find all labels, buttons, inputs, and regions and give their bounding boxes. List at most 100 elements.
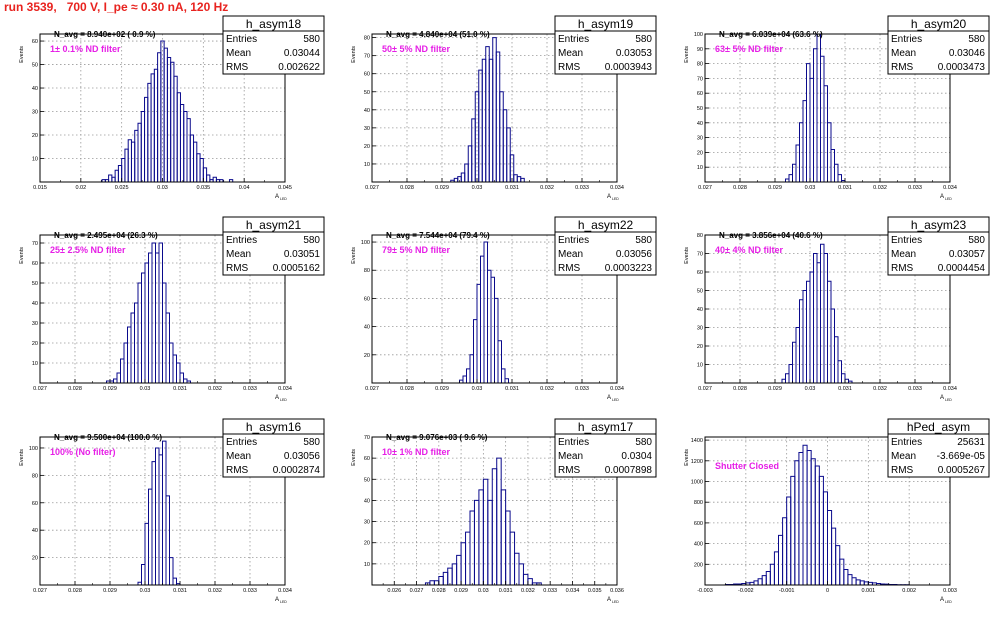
histogram-bin [527,578,533,585]
y-axis-label: Events [351,46,357,63]
y-tick-label: 60 [364,456,370,462]
stats-value: 0.0005162 [273,263,321,274]
stats-label: RMS [226,465,249,476]
histogram-panel-h_asym23: 0.027 0.028 0.029 0.03 0.031 0.032 0.033 0.034 1… [684,216,990,402]
y-tick-label: 90 [697,47,703,53]
stats-value: 580 [303,34,320,45]
x-tick-label: 0.033 [908,185,922,191]
x-tick-label: 0.033 [243,386,257,392]
histogram-bin [504,378,509,383]
y-tick-label: 20 [697,344,703,350]
y-tick-label: 40 [697,121,703,127]
histogram-bin [471,118,476,182]
x-axis-label-subscript: LED [945,197,952,201]
x-tick-label: 0.028 [432,588,446,594]
stats-box: h_asym16 Entries 580 Mean 0.03056 RMS 0.000287… [222,418,325,478]
y-tick-label: 40 [697,307,703,313]
stats-value: 0.0003943 [605,62,653,73]
histogram-bin [820,243,825,383]
x-tick-label: 0.015 [33,185,47,191]
x-tick-label: 0.028 [68,386,82,392]
y-tick-label: 10 [697,165,703,171]
x-tick-label: 0.032 [540,386,554,392]
x-tick-label: 0.032 [873,185,887,191]
x-axis-label: A [275,597,279,603]
histogram-bin [500,489,507,585]
y-tick-label: 60 [697,270,703,276]
y-tick-label: 50 [32,281,38,287]
x-tick-label: 0.026 [387,588,401,594]
histogram-bin [228,179,234,182]
histogram-panel-h_asym16: 0.027 0.028 0.029 0.03 0.031 0.032 0.033 0.034 2… [19,418,325,604]
histogram-bin [480,255,485,383]
x-tick-label: 0.034 [610,185,624,191]
histogram-bin [179,372,184,383]
histogram-bin [795,327,800,383]
stats-label: Entries [891,34,922,45]
x-tick-label: 0.027 [365,386,379,392]
histogram-bin [473,319,478,383]
histogram-bin [494,297,499,383]
x-tick-label: 0.028 [400,386,414,392]
histogram-bin [141,272,146,383]
histogram-bin [433,580,440,585]
histogram-bin [206,174,211,182]
histogram-bin [831,527,837,585]
stats-label: Mean [558,249,583,260]
y-tick-label: 30 [364,520,370,526]
x-tick-label: 0.028 [400,185,414,191]
run-title: run 3539, 700 V, I_pe ≈ 0.30 nA, 120 Hz [4,0,229,14]
histogram-bin [130,312,135,383]
x-tick-label: 0.029 [103,386,117,392]
x-tick-label: 0.034 [943,185,957,191]
stats-value: 580 [968,34,985,45]
histogram-name: h_asym17 [578,420,634,434]
histogram-panel-h_asym18: 0.015 0.02 0.025 0.03 0.035 0.04 0.045 10 20 30 40… [19,15,325,201]
x-tick-label: 0.031 [838,386,852,392]
histogram-panel-h_asym21: 0.027 0.028 0.029 0.03 0.031 0.032 0.033 0.034 1… [19,216,325,402]
histogram-bin [823,253,828,383]
histogram-bin [469,510,475,585]
histogram-bin [464,163,469,182]
navg-annotation: N_avg = 7.544e+04 (79.4 %) [386,231,490,240]
navg-annotation: N_avg = 4.840e+04 (51.0 %) [386,30,490,39]
histogram-panel-h_asym19: 0.027 0.028 0.029 0.03 0.031 0.032 0.033 0.034 1… [351,15,657,201]
navg-annotation: N_avg = 2.495e+04 (26.3 %) [54,231,158,240]
stats-value: 0.03044 [284,48,321,59]
histogram-panel-h_asym17: 0.026 0.027 0.028 0.029 0.03 0.031 0.032 0.033 0… [351,418,657,604]
stats-value: 0.0003223 [605,263,653,274]
x-tick-label: 0.03 [140,386,151,392]
histogram-name: h_asym22 [578,218,634,232]
histogram-name: h_asym23 [911,218,967,232]
histogram-bin [792,341,797,383]
x-tick-label: 0.034 [566,588,580,594]
stats-label: Mean [226,249,251,260]
x-tick-label: 0.031 [505,386,519,392]
histogram-name: h_asym21 [246,218,302,232]
y-tick-label: 100 [29,446,38,452]
x-tick-label: 0.045 [278,185,292,191]
stats-box-frame [222,216,325,276]
histogram-bin [219,179,224,182]
histogram-bin [753,580,759,585]
y-tick-label: 80 [697,62,703,68]
y-axis-label: Events [351,247,357,264]
x-tick-label: 0.031 [173,588,187,594]
x-axis-label-subscript: LED [280,398,287,402]
filter-annotation: 100% (No filter) [50,447,116,457]
histogram-bin [518,563,524,585]
x-tick-label: 0.032 [521,588,535,594]
stats-value: 0.0005267 [938,465,986,476]
histogram-bin [769,563,775,585]
histogram-bin [144,522,149,585]
histogram-bin [469,354,474,383]
x-tick-label: 0.034 [278,386,292,392]
x-tick-label: 0.033 [575,386,589,392]
x-tick-label: 0.032 [208,386,222,392]
y-tick-label: 1000 [691,480,703,486]
y-tick-label: 70 [697,76,703,82]
histogram-bin [466,368,471,383]
histogram-bin [809,77,814,182]
stats-box-frame [554,15,657,75]
